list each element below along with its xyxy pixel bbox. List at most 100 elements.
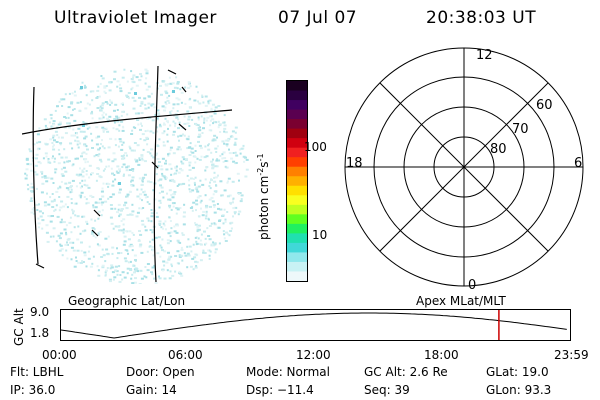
emission-pixel	[131, 210, 135, 213]
emission-pixel	[97, 201, 101, 204]
emission-pixel	[112, 266, 115, 269]
emission-pixel	[205, 213, 208, 215]
colorbar-unit-label: photon cm-2s-1	[256, 153, 271, 240]
emission-pixel	[207, 144, 210, 147]
emission-pixel	[145, 70, 149, 72]
emission-pixel	[97, 269, 100, 272]
emission-pixel	[150, 154, 153, 157]
emission-pixel	[113, 121, 116, 124]
emission-pixel	[175, 97, 179, 100]
emission-pixel	[42, 212, 44, 215]
emission-pixel	[66, 206, 69, 209]
emission-pixel	[139, 138, 142, 140]
emission-pixel	[104, 274, 107, 277]
emission-pixel	[61, 254, 64, 257]
emission-pixel	[160, 246, 163, 249]
emission-pixel	[204, 237, 207, 240]
emission-pixel	[97, 233, 100, 236]
emission-pixel	[75, 256, 77, 259]
emission-pixel	[118, 116, 121, 119]
emission-pixel	[122, 231, 125, 234]
emission-pixel	[69, 186, 72, 189]
emission-pixel	[191, 257, 195, 260]
emission-pixel	[238, 179, 240, 182]
emission-pixel	[100, 214, 103, 217]
colorbar-tick-10: 10	[312, 228, 328, 242]
emission-pixel	[105, 113, 108, 116]
color-step	[287, 157, 307, 168]
emission-pixel	[44, 152, 48, 155]
emission-pixel	[158, 161, 161, 163]
emission-pixel	[112, 278, 115, 281]
emission-pixel	[217, 226, 221, 229]
emission-pixel	[164, 220, 167, 223]
emission-pixel	[113, 118, 117, 121]
emission-pixel	[80, 249, 83, 252]
emission-pixel	[86, 102, 89, 105]
emission-pixel	[82, 215, 86, 218]
emission-pixel	[183, 122, 187, 125]
emission-pixel	[83, 183, 86, 186]
emission-pixel	[134, 259, 137, 262]
emission-pixel	[58, 121, 62, 124]
emission-pixel	[207, 235, 211, 237]
emission-pixel	[101, 126, 105, 129]
emission-pixel	[94, 219, 97, 222]
emission-pixel	[188, 169, 192, 171]
emission-pixel	[212, 204, 216, 207]
emission-pixel	[123, 204, 126, 207]
emission-pixel	[145, 72, 149, 75]
emission-pixel	[45, 231, 49, 234]
emission-pixel	[66, 160, 70, 163]
emission-pixel	[111, 246, 115, 249]
emission-pixel	[214, 176, 218, 179]
emission-pixel	[147, 85, 151, 88]
emission-pixel	[79, 130, 83, 133]
emission-pixel	[194, 150, 197, 152]
emission-pixel	[159, 255, 162, 258]
emission-pixel	[213, 134, 217, 137]
emission-pixel	[206, 116, 210, 119]
emission-pixel	[176, 224, 179, 227]
emission-pixel	[159, 202, 162, 204]
emission-pixel	[176, 148, 180, 151]
emission-pixel	[189, 97, 192, 100]
emission-pixel	[218, 123, 222, 126]
emission-pixel	[109, 81, 113, 84]
emission-pixel	[144, 103, 147, 106]
emission-pixel	[76, 101, 80, 104]
emission-pixel	[171, 265, 173, 268]
emission-pixel	[215, 184, 218, 187]
emission-pixel	[240, 194, 244, 197]
emission-pixel	[199, 239, 202, 242]
emission-pixel	[185, 158, 188, 161]
emission-pixel	[79, 173, 83, 176]
emission-pixel	[26, 183, 29, 186]
emission-pixel	[200, 155, 203, 158]
emission-pixel	[100, 160, 103, 163]
emission-pixel	[104, 271, 107, 274]
emission-pixel	[60, 180, 63, 183]
emission-pixel	[144, 82, 147, 85]
emission-pixel	[154, 282, 158, 284]
emission-pixel	[194, 223, 198, 226]
emission-pixel	[140, 75, 143, 78]
emission-pixel	[170, 263, 173, 266]
emission-pixel	[195, 243, 198, 246]
emission-pixel	[158, 222, 162, 225]
emission-pixel	[166, 140, 169, 143]
emission-pixel	[203, 121, 206, 124]
emission-pixel	[213, 222, 216, 225]
emission-pixel	[151, 103, 155, 106]
emission-pixel	[125, 195, 127, 198]
emission-pixel	[216, 165, 219, 168]
emission-pixel	[216, 136, 218, 139]
colorbar-tick-100: 100	[304, 140, 327, 154]
emission-pixel	[162, 80, 166, 83]
emission-pixel	[25, 174, 28, 177]
emission-pixel	[224, 218, 227, 221]
emission-pixel	[71, 179, 75, 182]
emission-pixel	[152, 131, 155, 134]
emission-pixel	[116, 273, 119, 276]
emission-pixel	[158, 220, 162, 223]
